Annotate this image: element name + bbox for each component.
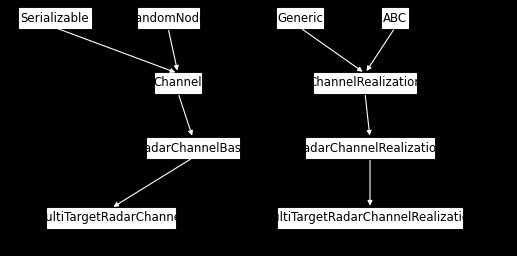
Text: ChannelRealization: ChannelRealization xyxy=(308,77,422,90)
FancyBboxPatch shape xyxy=(383,8,407,28)
Text: MultiTargetRadarChannelRealization: MultiTargetRadarChannelRealization xyxy=(263,211,477,225)
FancyBboxPatch shape xyxy=(314,73,416,93)
FancyBboxPatch shape xyxy=(307,138,434,158)
Text: ABC: ABC xyxy=(383,12,407,25)
FancyBboxPatch shape xyxy=(155,73,201,93)
FancyBboxPatch shape xyxy=(147,138,239,158)
FancyBboxPatch shape xyxy=(48,208,175,228)
FancyBboxPatch shape xyxy=(20,8,90,28)
FancyBboxPatch shape xyxy=(278,208,462,228)
Text: RadarChannelRealization: RadarChannelRealization xyxy=(296,142,444,155)
Text: MultiTargetRadarChannel: MultiTargetRadarChannel xyxy=(36,211,186,225)
Text: Channel: Channel xyxy=(154,77,202,90)
Text: RandomNode: RandomNode xyxy=(128,12,208,25)
Text: Serializable: Serializable xyxy=(21,12,89,25)
FancyBboxPatch shape xyxy=(277,8,323,28)
Text: RadarChannelBase: RadarChannelBase xyxy=(137,142,249,155)
Text: Generic: Generic xyxy=(277,12,323,25)
FancyBboxPatch shape xyxy=(138,8,199,28)
